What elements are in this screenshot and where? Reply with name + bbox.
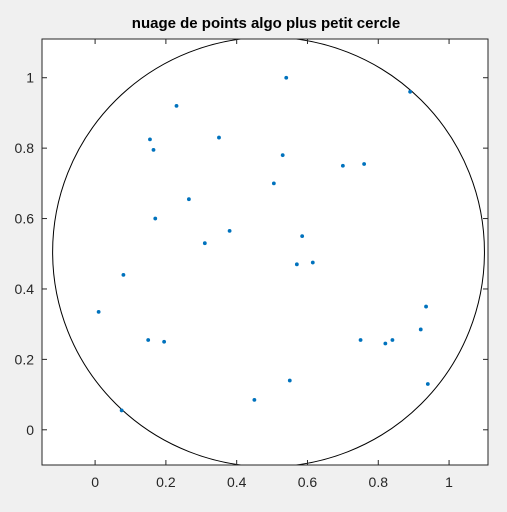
data-point (424, 304, 428, 309)
data-point (287, 378, 292, 383)
x-tick-label: 0.6 (298, 474, 318, 490)
data-point (96, 309, 101, 314)
data-point (162, 339, 167, 344)
x-tick-label: 0 (91, 474, 99, 490)
data-point (271, 181, 276, 186)
data-point (362, 162, 367, 166)
data-point (300, 234, 305, 239)
y-tick-label: 0 (26, 422, 34, 438)
data-point (280, 153, 285, 158)
data-point (202, 241, 207, 246)
plot-frame (41, 38, 489, 466)
data-point (121, 272, 126, 277)
data-point (358, 338, 363, 342)
y-tick-label: 0.6 (15, 211, 35, 227)
data-point (252, 397, 257, 402)
data-point (227, 228, 232, 233)
plot-area (42, 39, 488, 465)
data-point (340, 163, 345, 168)
y-tick-label: 0.2 (15, 351, 35, 367)
data-point (146, 338, 151, 342)
data-point (310, 260, 315, 265)
enclosing-circle (52, 39, 485, 465)
data-point (408, 89, 413, 94)
data-point (148, 137, 152, 142)
y-tick-label: 1 (26, 70, 34, 86)
data-point (425, 382, 430, 386)
data-point (217, 135, 221, 140)
data-point (151, 148, 156, 152)
chart-title: nuage de points algo plus petit cercle (132, 15, 400, 32)
x-axis: 0 0.2 0.4 0.6 0.8 1 (91, 39, 453, 490)
x-tick-label: 0.4 (227, 474, 247, 490)
data-point (174, 103, 179, 108)
x-tick-label: 1 (445, 474, 453, 490)
data-point (153, 216, 158, 221)
chart-marks (52, 39, 485, 465)
x-tick-label: 0.2 (156, 474, 176, 490)
data-point (418, 327, 423, 332)
y-tick-label: 0.8 (15, 140, 35, 156)
y-tick-label: 0.4 (15, 281, 35, 297)
data-point (294, 262, 299, 267)
y-axis: 0 0.2 0.4 0.6 0.8 1 (15, 70, 488, 438)
data-point (119, 408, 124, 413)
x-tick-label: 0.8 (369, 474, 389, 490)
data-point (383, 341, 388, 346)
data-point (186, 197, 191, 202)
data-point (284, 75, 289, 80)
data-point (390, 338, 395, 342)
